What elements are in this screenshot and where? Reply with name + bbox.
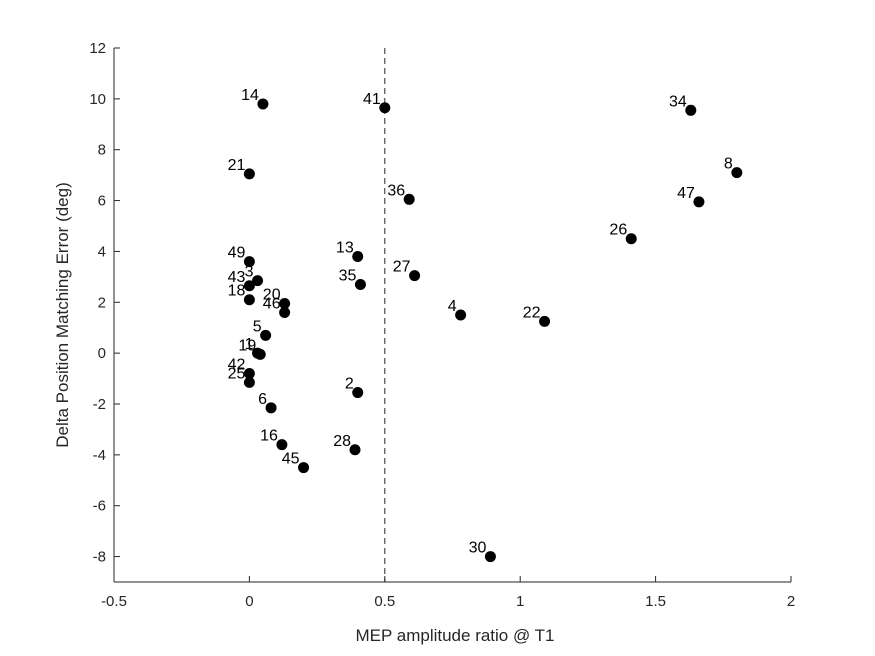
y-tick-label: 4 bbox=[98, 243, 106, 260]
data-point bbox=[685, 104, 697, 116]
data-point bbox=[352, 251, 364, 263]
data-point bbox=[257, 98, 269, 110]
data-point-label: 20 bbox=[263, 287, 281, 304]
data-point bbox=[455, 309, 467, 321]
data-point-label: 45 bbox=[282, 451, 300, 468]
data-point bbox=[254, 348, 266, 360]
y-tick-label: -4 bbox=[93, 447, 106, 464]
data-point bbox=[276, 439, 288, 451]
data-point-label: 42 bbox=[228, 356, 246, 373]
data-point-label: 49 bbox=[228, 245, 246, 262]
y-tick-label: 12 bbox=[89, 40, 106, 57]
data-point bbox=[625, 233, 637, 245]
x-ticks: -0.5 0 0.5 1 1.5 2 bbox=[101, 576, 795, 610]
data-point-label: 36 bbox=[387, 182, 405, 199]
data-point-label: 41 bbox=[363, 91, 381, 108]
data-point bbox=[243, 280, 255, 292]
data-point bbox=[349, 444, 361, 456]
data-point bbox=[243, 367, 255, 379]
axes bbox=[113, 48, 791, 583]
data-point-label: 47 bbox=[677, 185, 695, 202]
data-point bbox=[352, 387, 364, 399]
data-point bbox=[243, 168, 255, 180]
data-point bbox=[403, 193, 415, 205]
data-point bbox=[539, 315, 551, 327]
data-point-label: 25 bbox=[228, 365, 246, 382]
data-point bbox=[243, 256, 255, 268]
data-point bbox=[279, 306, 291, 318]
y-tick-label: -6 bbox=[93, 498, 106, 515]
x-tick-label: 1 bbox=[516, 593, 524, 610]
data-point-label: 35 bbox=[339, 267, 357, 284]
data-point-label: 27 bbox=[393, 259, 411, 276]
data-point-label: 1 bbox=[245, 336, 254, 353]
y-tick-label: 0 bbox=[98, 345, 106, 362]
y-tick-label: 10 bbox=[89, 91, 106, 108]
x-axis-title: MEP amplitude ratio @ T1 bbox=[356, 626, 555, 645]
data-point-label: 3 bbox=[245, 264, 254, 281]
data-point bbox=[265, 402, 277, 414]
data-point bbox=[252, 275, 264, 287]
data-point-label: 43 bbox=[228, 269, 246, 286]
data-point-label: 8 bbox=[724, 156, 733, 173]
x-tick-label: 1.5 bbox=[645, 593, 666, 610]
data-point bbox=[354, 278, 366, 290]
data-point-label: 34 bbox=[669, 93, 687, 110]
y-axis-title: Delta Position Matching Error (deg) bbox=[53, 182, 72, 448]
y-ticks: -8 -6 -4 -2 0 2 4 6 8 10 12 bbox=[89, 40, 120, 566]
data-point-label: 2 bbox=[345, 376, 354, 393]
x-tick-label: 2 bbox=[787, 593, 795, 610]
data-point bbox=[693, 196, 705, 208]
data-point-label: 4 bbox=[448, 298, 457, 315]
y-tick-label: -2 bbox=[93, 396, 106, 413]
data-point-label: 30 bbox=[469, 540, 487, 557]
data-point-label: 46 bbox=[263, 295, 281, 312]
data-point-label: 21 bbox=[228, 157, 246, 174]
data-point-label: 22 bbox=[523, 304, 541, 321]
data-point-label: 14 bbox=[241, 87, 259, 104]
data-point bbox=[243, 294, 255, 306]
data-point bbox=[409, 270, 421, 282]
data-point bbox=[298, 462, 310, 474]
data-point bbox=[379, 102, 391, 114]
x-tick-label: 0.5 bbox=[374, 593, 395, 610]
y-tick-label: 6 bbox=[98, 193, 106, 210]
data-point-label: 6 bbox=[258, 391, 267, 408]
data-point-label: 18 bbox=[228, 283, 246, 300]
data-point bbox=[279, 298, 291, 310]
data-point-label: 28 bbox=[333, 433, 351, 450]
data-point-label: 16 bbox=[260, 428, 278, 445]
data-point-label: 13 bbox=[336, 240, 354, 257]
data-point-label: 19 bbox=[238, 337, 256, 354]
data-point bbox=[243, 376, 255, 388]
data-point bbox=[731, 167, 743, 179]
y-tick-label: -8 bbox=[93, 549, 106, 566]
x-tick-label: -0.5 bbox=[101, 593, 127, 610]
data-point-label: 26 bbox=[609, 222, 627, 239]
data-point-label: 5 bbox=[253, 318, 262, 335]
y-tick-label: 2 bbox=[98, 294, 106, 311]
x-tick-label: 0 bbox=[245, 593, 253, 610]
y-tick-label: 8 bbox=[98, 142, 106, 159]
data-point bbox=[484, 551, 496, 563]
data-point bbox=[260, 329, 272, 341]
